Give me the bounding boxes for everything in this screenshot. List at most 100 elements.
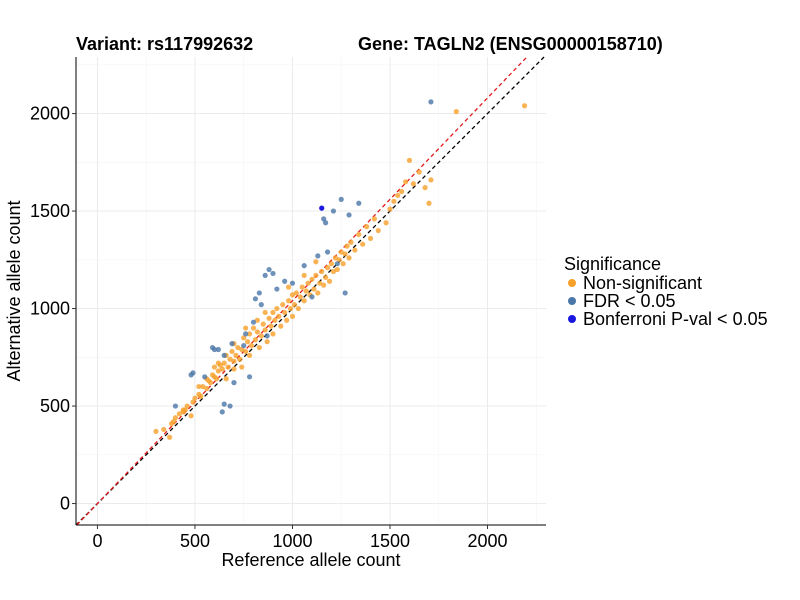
y-tick-label: 2000 xyxy=(30,104,70,124)
data-point xyxy=(453,109,459,115)
data-point xyxy=(363,224,370,230)
data-point xyxy=(233,352,239,358)
data-point xyxy=(225,364,231,370)
chart-title-gene: Gene: TAGLN2 (ENSG00000158710) xyxy=(358,34,663,54)
data-point xyxy=(243,331,249,337)
data-point xyxy=(289,292,296,298)
data-point xyxy=(231,358,237,364)
data-point xyxy=(395,192,401,199)
data-point xyxy=(324,265,331,271)
data-point xyxy=(190,399,196,405)
data-point xyxy=(285,298,292,304)
data-point xyxy=(315,290,321,296)
data-point xyxy=(256,344,262,351)
data-point xyxy=(326,278,333,284)
data-point xyxy=(338,196,344,202)
data-point xyxy=(289,313,296,319)
data-point xyxy=(221,352,227,358)
data-point xyxy=(284,317,290,323)
data-point xyxy=(301,272,307,278)
data-point xyxy=(227,403,233,409)
data-point xyxy=(153,428,159,434)
y-tick-label: 500 xyxy=(40,396,70,416)
data-point xyxy=(219,409,225,415)
data-point xyxy=(309,294,315,300)
data-point xyxy=(321,216,327,222)
data-point xyxy=(170,419,177,425)
axes xyxy=(75,57,546,526)
data-point xyxy=(274,305,280,312)
series-0 xyxy=(153,103,528,440)
data-point xyxy=(342,251,348,257)
reference-lines xyxy=(75,56,545,526)
data-point xyxy=(231,366,237,372)
data-point xyxy=(319,205,325,211)
data-point xyxy=(262,272,268,278)
data-point xyxy=(291,302,298,308)
data-point xyxy=(293,290,299,296)
data-point xyxy=(276,313,282,319)
data-point xyxy=(192,395,198,401)
data-point xyxy=(254,317,260,323)
data-point xyxy=(410,181,416,187)
data-point xyxy=(262,309,268,316)
data-point xyxy=(274,286,280,292)
data-point xyxy=(422,185,428,191)
data-point xyxy=(334,261,340,267)
data-point xyxy=(303,288,309,294)
data-point xyxy=(219,366,225,372)
data-point xyxy=(334,266,340,273)
data-point xyxy=(387,206,393,212)
data-point xyxy=(315,253,321,259)
data-point xyxy=(426,200,432,206)
data-point xyxy=(282,278,288,284)
data-point xyxy=(305,280,311,286)
data-point xyxy=(313,272,319,278)
data-point xyxy=(328,261,335,267)
data-point xyxy=(221,360,227,366)
data-point xyxy=(295,305,301,312)
data-point xyxy=(321,282,327,288)
data-point xyxy=(348,239,354,245)
y-tick-label: 0 xyxy=(60,494,70,514)
data-point xyxy=(167,434,173,440)
x-tick-label: 2000 xyxy=(467,531,507,551)
data-point xyxy=(200,383,206,390)
data-point xyxy=(262,327,268,333)
data-point xyxy=(391,198,397,204)
data-point xyxy=(399,188,405,195)
series-1 xyxy=(172,99,434,415)
data-point xyxy=(352,247,358,253)
data-point xyxy=(246,352,253,358)
data-point xyxy=(223,376,229,382)
data-point xyxy=(264,339,270,345)
y-tick-label: 1500 xyxy=(30,201,70,221)
data-point xyxy=(416,169,422,175)
grid xyxy=(76,57,546,525)
data-point xyxy=(250,319,257,325)
x-tick-label: 1500 xyxy=(370,531,410,551)
data-point xyxy=(264,333,270,339)
data-point xyxy=(215,346,221,353)
data-point xyxy=(521,103,528,109)
data-point xyxy=(227,356,233,362)
data-point xyxy=(324,249,331,255)
data-point xyxy=(367,235,374,241)
data-point xyxy=(204,385,210,392)
data-point xyxy=(241,335,247,341)
data-point xyxy=(231,380,237,386)
chart-title-variant: Variant: rs117992632 xyxy=(76,34,253,54)
data-point xyxy=(402,179,409,185)
data-point xyxy=(287,305,294,312)
data-point xyxy=(346,212,352,218)
data-points xyxy=(153,99,528,440)
data-point xyxy=(278,323,284,329)
data-point xyxy=(297,294,303,300)
data-point xyxy=(215,368,221,374)
data-point xyxy=(356,231,362,238)
data-point xyxy=(301,298,307,304)
data-point xyxy=(309,276,315,282)
legend-label: Bonferroni P-val < 0.05 xyxy=(583,309,768,329)
